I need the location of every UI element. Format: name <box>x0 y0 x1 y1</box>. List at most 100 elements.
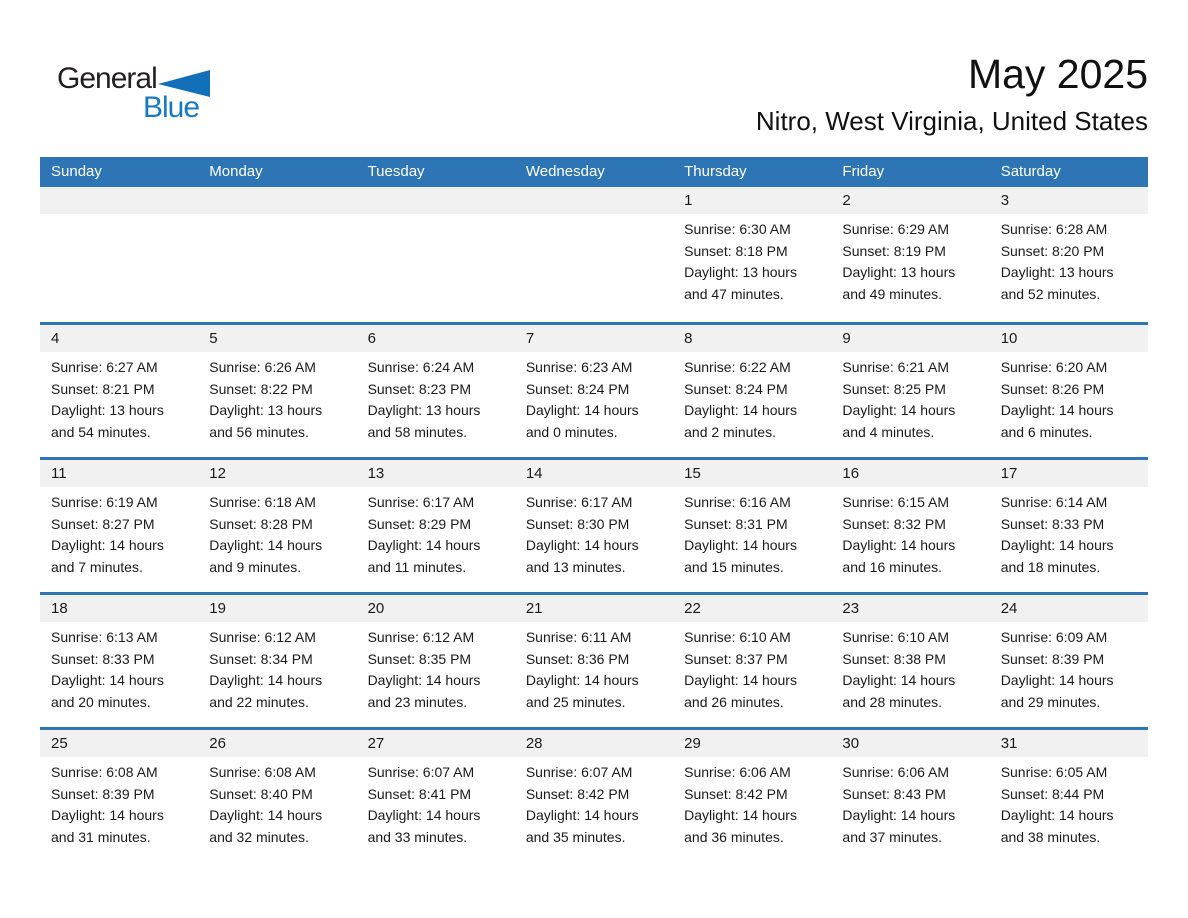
day-number: 11 <box>40 460 199 487</box>
day-number: 4 <box>40 325 199 352</box>
day-number <box>198 187 357 214</box>
day-details: Sunrise: 6:24 AM Sunset: 8:23 PM Daylight:… <box>357 352 515 443</box>
cell-line: Sunset: 8:32 PM <box>842 515 946 532</box>
day-cell-5: 5 Sunrise: 6:26 AM Sunset: 8:22 PM Daylight… <box>198 325 357 457</box>
page-subtitle: Nitro, West Virginia, United States <box>755 106 1148 137</box>
cell-line: and 16 minutes. <box>842 558 943 575</box>
day-cell-31: 31 Sunrise: 6:05 AM Sunset: 8:44 PM Dayligh… <box>989 730 1148 862</box>
day-number: 23 <box>831 595 990 622</box>
day-details: Sunrise: 6:17 AM Sunset: 8:30 PM Daylight:… <box>515 487 673 578</box>
cell-line: Sunset: 8:39 PM <box>1000 650 1105 667</box>
cell-line: and 6 minutes. <box>1000 423 1093 440</box>
cell-line: Daylight: 14 hours <box>51 672 164 688</box>
cell-line: Sunrise: 6:09 AM <box>1000 629 1108 645</box>
day-number: 2 <box>831 187 990 214</box>
cell-line: Daylight: 14 hours <box>525 537 639 553</box>
day-details <box>198 214 356 219</box>
day-number: 19 <box>198 595 357 622</box>
day-cell-2: 2 Sunrise: 6:29 AM Sunset: 8:19 PM Daylight… <box>831 187 990 322</box>
cell-line: Sunrise: 6:07 AM <box>525 764 633 780</box>
week-row: 11 Sunrise: 6:19 AM Sunset: 8:27 PM Dayligh… <box>40 457 1148 592</box>
day-cell-7: 7 Sunrise: 6:23 AM Sunset: 8:24 PM Daylight… <box>514 325 674 457</box>
day-cell-25: 25 Sunrise: 6:08 AM Sunset: 8:39 PM Dayligh… <box>40 730 199 862</box>
day-details: Sunrise: 6:10 AM Sunset: 8:37 PM Daylight:… <box>673 622 831 713</box>
cell-line: Sunrise: 6:28 AM <box>1000 221 1108 237</box>
day-cell-3: 3 Sunrise: 6:28 AM Sunset: 8:20 PM Daylight… <box>989 187 1148 322</box>
cell-line: Sunrise: 6:13 AM <box>51 629 158 645</box>
cell-line: Daylight: 13 hours <box>51 402 164 418</box>
cell-line: Sunset: 8:19 PM <box>842 242 946 259</box>
day-details: Sunrise: 6:13 AM Sunset: 8:33 PM Daylight:… <box>40 622 198 713</box>
week-row: 25 Sunrise: 6:08 AM Sunset: 8:39 PM Dayligh… <box>40 727 1148 862</box>
week-row: 18 Sunrise: 6:13 AM Sunset: 8:33 PM Dayligh… <box>40 592 1148 727</box>
cell-line: and 31 minutes. <box>51 828 151 845</box>
day-number: 28 <box>514 730 674 757</box>
cell-line: and 25 minutes. <box>525 693 626 710</box>
day-cell-11: 11 Sunrise: 6:19 AM Sunset: 8:27 PM Dayligh… <box>40 460 199 592</box>
cell-line: Sunrise: 6:07 AM <box>367 764 475 780</box>
cell-line: Daylight: 13 hours <box>842 264 956 280</box>
cell-line: and 37 minutes. <box>842 828 943 845</box>
general-blue-logo: General Blue <box>57 60 237 135</box>
cell-line: and 18 minutes. <box>1000 558 1101 575</box>
cell-line: Sunrise: 6:10 AM <box>842 629 950 645</box>
cell-line: Daylight: 14 hours <box>1000 807 1114 823</box>
cell-line: Daylight: 14 hours <box>1000 537 1114 553</box>
cell-line: Sunrise: 6:10 AM <box>684 629 791 645</box>
weekday-header-sunday: Sunday <box>51 163 102 180</box>
cell-line: Sunrise: 6:05 AM <box>1000 764 1108 780</box>
cell-line: Sunrise: 6:20 AM <box>1000 359 1108 375</box>
cell-line: Sunset: 8:20 PM <box>1000 242 1105 259</box>
cell-line: Sunset: 8:36 PM <box>525 650 630 667</box>
day-cell-14: 14 Sunrise: 6:17 AM Sunset: 8:30 PM Dayligh… <box>514 460 674 592</box>
weekday-header-tuesday: Tuesday <box>367 163 425 180</box>
day-details: Sunrise: 6:23 AM Sunset: 8:24 PM Daylight:… <box>515 352 673 443</box>
page-title: May 2025 <box>967 51 1148 97</box>
day-cell-22: 22 Sunrise: 6:10 AM Sunset: 8:37 PM Dayligh… <box>673 595 832 727</box>
cell-line: and 13 minutes. <box>525 558 626 575</box>
header-titles: May 2025 Nitro, West Virginia, United St… <box>755 51 1148 137</box>
day-number: 21 <box>514 595 674 622</box>
day-details: Sunrise: 6:22 AM Sunset: 8:24 PM Daylight:… <box>673 352 831 443</box>
cell-line: Sunset: 8:41 PM <box>367 785 472 802</box>
cell-line: Daylight: 14 hours <box>525 402 639 418</box>
cell-line: Sunrise: 6:12 AM <box>367 629 475 645</box>
day-number: 17 <box>989 460 1148 487</box>
day-details: Sunrise: 6:14 AM Sunset: 8:33 PM Daylight:… <box>990 487 1148 578</box>
cell-line: Daylight: 14 hours <box>684 402 797 418</box>
day-details: Sunrise: 6:11 AM Sunset: 8:36 PM Daylight:… <box>515 622 673 713</box>
day-number: 31 <box>989 730 1148 757</box>
day-details: Sunrise: 6:17 AM Sunset: 8:29 PM Daylight:… <box>357 487 515 578</box>
cell-line: and 58 minutes. <box>367 423 468 440</box>
cell-line: Sunrise: 6:11 AM <box>525 629 632 645</box>
cell-line: Sunset: 8:27 PM <box>51 515 155 532</box>
day-number: 18 <box>40 595 199 622</box>
day-cell-26: 26 Sunrise: 6:08 AM Sunset: 8:40 PM Dayligh… <box>198 730 357 862</box>
cell-line: and 29 minutes. <box>1000 693 1101 710</box>
cell-line: Sunrise: 6:30 AM <box>684 221 791 237</box>
day-cell-27: 27 Sunrise: 6:07 AM Sunset: 8:41 PM Dayligh… <box>356 730 515 862</box>
cell-line: Daylight: 13 hours <box>209 402 323 418</box>
cell-line: Sunrise: 6:21 AM <box>842 359 950 375</box>
cell-line: Sunrise: 6:23 AM <box>525 359 633 375</box>
cell-line: Sunset: 8:25 PM <box>842 380 946 397</box>
cell-line: Daylight: 14 hours <box>1000 402 1114 418</box>
cell-line: Daylight: 14 hours <box>51 537 164 553</box>
week-row: 1 Sunrise: 6:30 AM Sunset: 8:18 PM Daylight… <box>40 187 1148 322</box>
day-details: Sunrise: 6:30 AM Sunset: 8:18 PM Daylight:… <box>673 214 831 305</box>
day-number: 16 <box>831 460 990 487</box>
day-cell-30: 30 Sunrise: 6:06 AM Sunset: 8:43 PM Dayligh… <box>831 730 990 862</box>
calendar-weeks: 1 Sunrise: 6:30 AM Sunset: 8:18 PM Daylight… <box>40 187 1148 862</box>
cell-line: Sunset: 8:21 PM <box>51 380 155 397</box>
day-number: 20 <box>356 595 515 622</box>
day-number: 14 <box>514 460 674 487</box>
day-number: 5 <box>198 325 357 352</box>
cell-line: Daylight: 14 hours <box>367 672 481 688</box>
weekday-header-thursday: Thursday <box>684 163 747 180</box>
cell-line: Sunset: 8:24 PM <box>684 380 788 397</box>
cell-line: Sunrise: 6:08 AM <box>209 764 316 780</box>
day-details: Sunrise: 6:18 AM Sunset: 8:28 PM Daylight:… <box>198 487 356 578</box>
weekday-header-wednesday: Wednesday <box>525 163 605 180</box>
day-cell-12: 12 Sunrise: 6:18 AM Sunset: 8:28 PM Dayligh… <box>198 460 357 592</box>
cell-line: and 11 minutes. <box>367 558 467 575</box>
